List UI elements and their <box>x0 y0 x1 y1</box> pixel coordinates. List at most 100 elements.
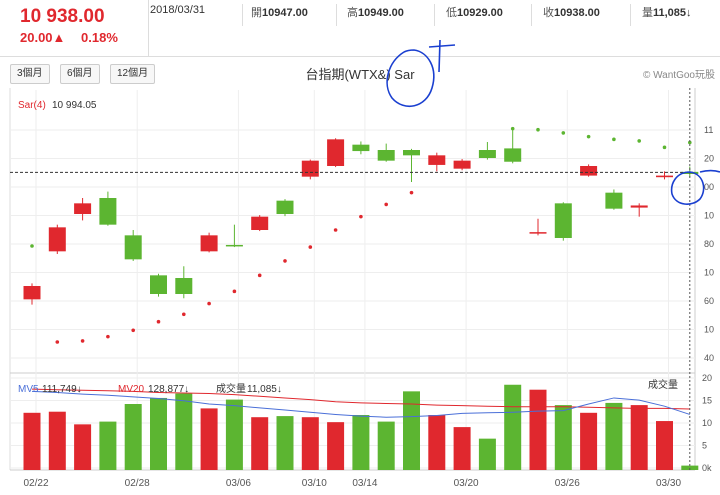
range-12m-button[interactable]: 12個月 <box>110 64 156 84</box>
sar-dot <box>510 126 515 131</box>
price-tick-label: 60 <box>704 296 714 306</box>
candle-body <box>251 216 269 230</box>
volume-bar <box>377 421 395 470</box>
change-percent: 0.18% <box>81 30 118 45</box>
sar-dot <box>384 202 389 207</box>
candle-body <box>504 148 522 162</box>
range-3m-button[interactable]: 3個月 <box>10 64 50 84</box>
annotation-stroke-title <box>428 39 456 73</box>
price-tick-label: 00 <box>704 182 714 192</box>
quote-open: 開10947.00 <box>251 7 308 19</box>
quote-bar: 10 938.00 20.00▲ 0.18% 2018/03/31 開10947… <box>0 0 720 57</box>
last-price: 10 938.00 <box>20 6 105 27</box>
price-tick-label: 40 <box>704 353 714 363</box>
candle-body <box>656 175 673 178</box>
candle-body <box>48 227 66 252</box>
mv5-line <box>31 390 690 418</box>
range-6m-button[interactable]: 6個月 <box>60 64 100 84</box>
volume-bar <box>605 402 623 470</box>
mv20-label: MV20 <box>118 384 145 395</box>
indicator-label: Sar(4) <box>18 100 46 111</box>
candle-body <box>74 203 92 214</box>
sar-dot <box>409 190 414 195</box>
volume-bar <box>630 405 648 470</box>
sar-dot <box>156 319 161 324</box>
candle-body <box>453 160 471 169</box>
volume-bar <box>453 427 471 470</box>
price-tick-label: 80 <box>704 239 714 249</box>
quote-low: 低10929.00 <box>446 7 503 19</box>
candle-body <box>428 155 446 165</box>
sar-dot <box>131 328 135 333</box>
volume-bar <box>301 417 319 470</box>
sar-dot <box>55 340 60 344</box>
x-tick-label: 03/20 <box>454 478 479 489</box>
candle-body <box>175 278 193 294</box>
sar-dot <box>106 334 110 339</box>
volume-bar <box>403 391 420 470</box>
mv5-label: MV5 <box>18 384 39 395</box>
x-tick-label: 03/30 <box>656 478 681 489</box>
volume-tick-label: 5 <box>702 441 707 451</box>
indicator-value: 10 994.05 <box>52 100 97 111</box>
volume-tick-label: 20 <box>702 373 712 383</box>
volume-bar <box>276 416 294 470</box>
volume-bar <box>580 412 598 470</box>
candle-body <box>23 286 41 300</box>
volume-tick-label: 0k <box>702 463 712 473</box>
candle-body <box>630 205 648 208</box>
sar-dot <box>637 139 641 143</box>
volume-panel-title: 成交量 <box>648 378 678 391</box>
price-summary: 10 938.00 20.00▲ 0.18% <box>0 0 149 56</box>
volume-bar <box>99 421 117 470</box>
volume-bar <box>327 422 345 470</box>
candle-body <box>377 150 395 161</box>
sar-dot <box>207 301 211 306</box>
sar-dot <box>283 259 287 263</box>
mv5-value: 111,749↓ <box>42 384 82 395</box>
volume-bar <box>656 421 673 470</box>
candle-body <box>478 150 496 158</box>
quote-volume: 量11,085↓ <box>642 7 692 19</box>
candle-body <box>352 144 370 152</box>
candle-body <box>403 150 420 156</box>
price-tick-label: 10 <box>704 211 714 221</box>
volume-bar <box>124 404 142 470</box>
price-change: 20.00▲ 0.18% <box>20 30 130 45</box>
candle-body <box>276 200 294 214</box>
volume-bar <box>225 399 243 470</box>
volume-bar <box>554 405 572 470</box>
x-tick-label: 03/06 <box>226 478 251 489</box>
volume-bar <box>352 415 370 470</box>
x-tick-label: 03/14 <box>352 478 377 489</box>
sar-dot <box>80 339 85 343</box>
sar-dot <box>232 289 237 294</box>
candle-body <box>200 235 218 252</box>
volume-bar <box>478 438 496 470</box>
x-tick-label: 02/28 <box>125 478 150 489</box>
volume-bar <box>681 465 699 470</box>
candle-body <box>605 192 623 209</box>
candle-body <box>99 198 117 225</box>
mv20-line <box>31 388 690 410</box>
candle-body <box>327 139 345 166</box>
vol-value: 11,085↓ <box>247 384 282 395</box>
candle-body <box>301 160 319 177</box>
sar-dot <box>536 127 540 132</box>
volume-tick-label: 15 <box>702 396 712 406</box>
candle-body <box>580 166 598 176</box>
volume-bar <box>23 412 41 470</box>
change-value: 20.00▲ <box>20 30 66 45</box>
mv20-value: 128,877↓ <box>148 384 189 395</box>
volume-bar <box>428 415 446 470</box>
sar-dot <box>561 131 566 135</box>
vol-label: 成交量 <box>216 382 246 395</box>
volume-bar <box>504 384 522 470</box>
quote-date: 2018/03/31 <box>150 4 206 16</box>
volume-bar <box>251 417 269 470</box>
sar-dot <box>308 245 313 249</box>
price-tick-label: 20 <box>704 154 714 164</box>
candle-body <box>225 244 243 247</box>
sar-dot <box>359 214 363 219</box>
price-tick-label: 10 <box>704 325 714 335</box>
